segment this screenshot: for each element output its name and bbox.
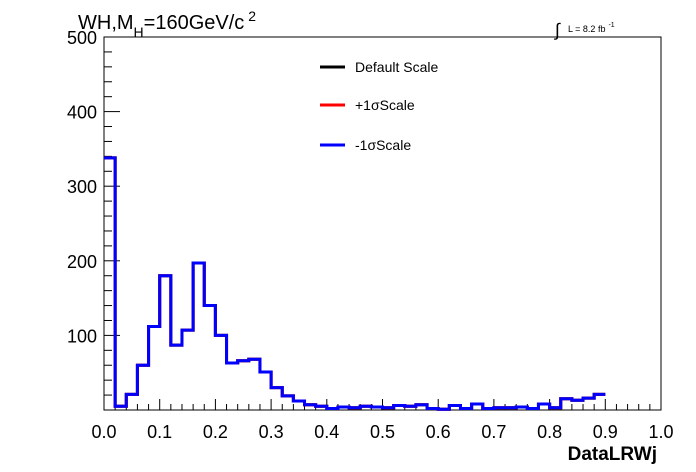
histogram-series-0 — [104, 156, 606, 411]
legend-label: -1σScale — [355, 137, 411, 153]
x-axis-label: DataLRWj — [568, 444, 657, 465]
y-tick-label: 400 — [67, 103, 97, 123]
histogram-series-2 — [104, 156, 606, 411]
integral-sign: ∫ — [553, 20, 561, 40]
legend: Default Scale +1σScale -1σScale — [320, 59, 438, 153]
y-tick-label: 200 — [67, 252, 97, 272]
plot-frame — [103, 36, 662, 411]
x-tick-label: 1.0 — [648, 422, 673, 442]
lumi-label: L = 8.2 fb -1 — [568, 22, 615, 34]
chart-title-rest: =160GeV/c — [144, 12, 245, 34]
lumi-superscript: -1 — [608, 22, 614, 29]
y-tick-label: 300 — [67, 177, 97, 197]
x-tick-label: 0.9 — [593, 422, 618, 442]
lumi-text: L = 8.2 fb — [568, 24, 605, 34]
y-tick-label: 100 — [67, 326, 97, 346]
x-tick-label: 0.8 — [537, 422, 562, 442]
chart-title-superscript: 2 — [248, 8, 256, 24]
x-tick-label: 0.4 — [314, 422, 339, 442]
x-tick-label: 0.7 — [481, 422, 506, 442]
chart-title-main: WH,M — [78, 12, 134, 34]
x-axis: 0.0 0.1 0.2 0.3 0.4 0.5 0.6 0.7 0.8 0.9 1.0 — [91, 399, 674, 442]
legend-label: Default Scale — [355, 59, 438, 75]
legend-label: +1σScale — [355, 97, 415, 113]
chart-title-subscript: H — [134, 24, 144, 40]
x-tick-label: 0.6 — [426, 422, 451, 442]
x-tick-label: 0.0 — [91, 422, 116, 442]
y-tick-label: 500 — [67, 28, 97, 48]
x-tick-label: 0.2 — [203, 422, 228, 442]
x-tick-label: 0.5 — [370, 422, 395, 442]
x-tick-label: 0.1 — [147, 422, 172, 442]
y-axis: 100 200 300 400 500 — [67, 28, 120, 396]
chart-title: WH,MH=160GeV/c 2 — [78, 8, 256, 40]
series-layer — [104, 156, 606, 411]
x-tick-label: 0.3 — [259, 422, 284, 442]
histogram-series-1 — [104, 156, 606, 411]
